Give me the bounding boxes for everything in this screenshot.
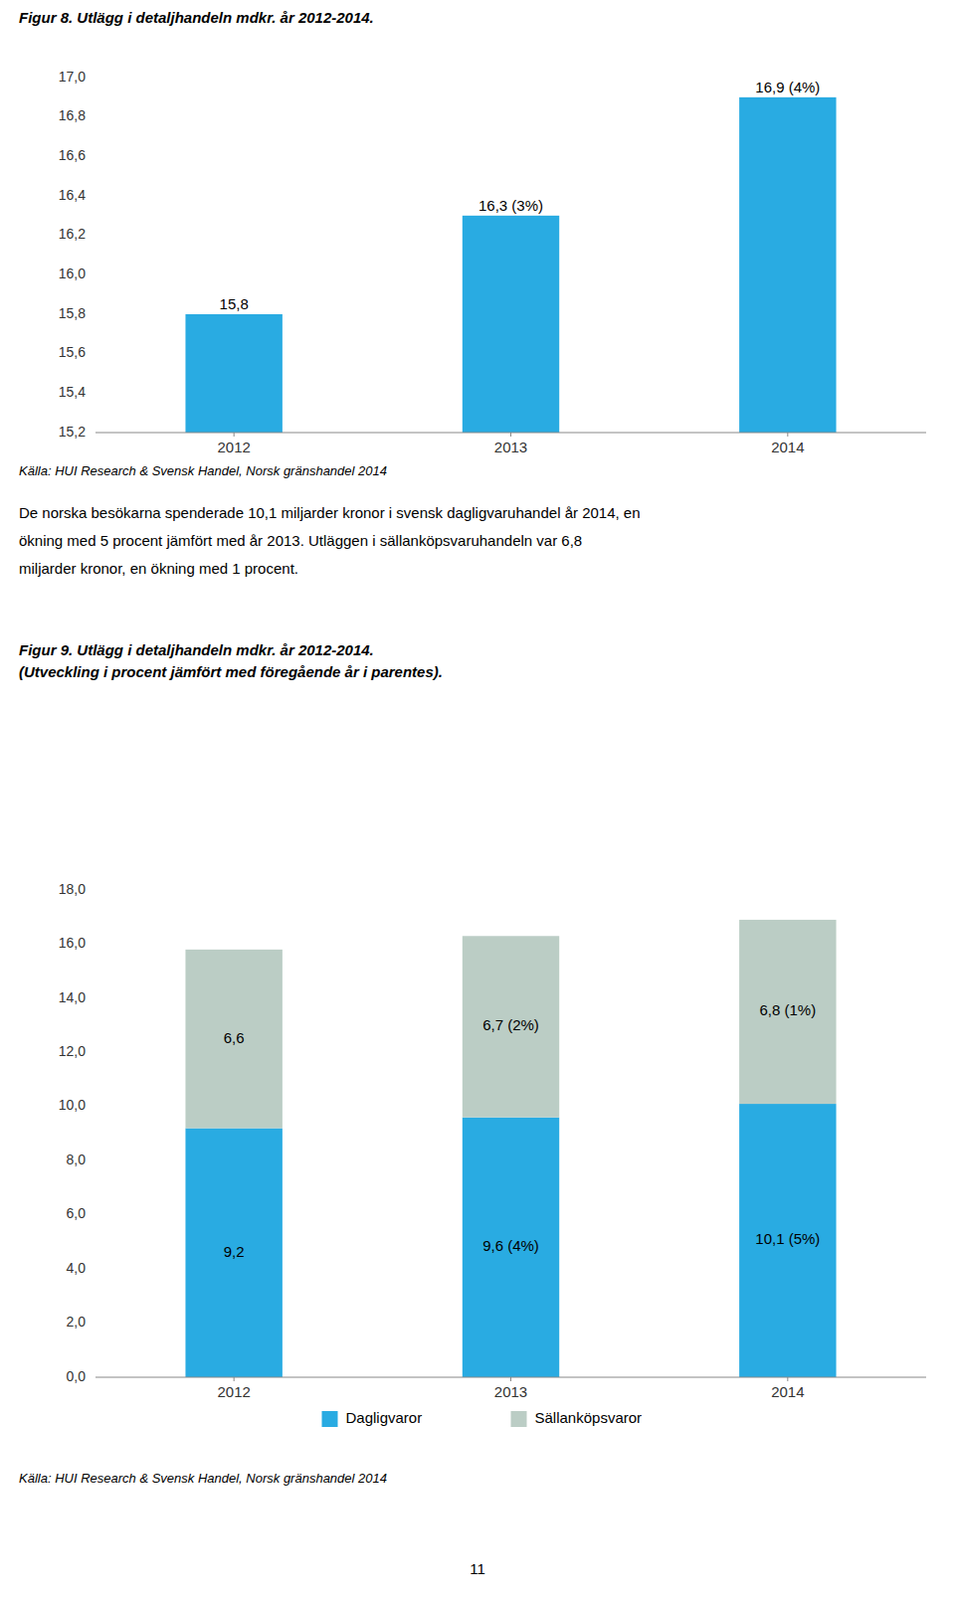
- x-tick-label: 2012: [216, 438, 250, 456]
- x-tick: [233, 432, 235, 437]
- y-tick-label: 16,0: [58, 265, 86, 282]
- annotation: miljarder kronor, en ökning med 1 procen…: [18, 560, 299, 577]
- chart: Figur 8. Utlägg i detaljhandeln mdkr. år…: [18, 8, 927, 577]
- data-label: 6,6: [223, 1029, 245, 1047]
- annotation: De norska besökarna spenderade 10,1 milj…: [18, 504, 641, 522]
- y-tick-label: 6,0: [66, 1205, 87, 1222]
- x-tick: [233, 1377, 235, 1382]
- bars: [185, 97, 836, 433]
- y-tick-label: 15,6: [58, 344, 86, 361]
- y-tick-label: 16,8: [58, 107, 86, 124]
- bar: [739, 97, 836, 433]
- legend-label: Dagligvaror: [346, 1409, 423, 1427]
- annotation: 11: [469, 1560, 486, 1578]
- y-tick-label: 15,4: [58, 383, 86, 400]
- bar: [185, 950, 282, 1130]
- y-tick-label: 10,0: [58, 1097, 86, 1114]
- x-tick: [786, 432, 788, 437]
- data-label: 16,9 (4%): [755, 78, 820, 96]
- y-tick-label: 4,0: [66, 1260, 87, 1277]
- x-tick-label: 2012: [216, 1383, 250, 1401]
- x-tick-label: 2014: [770, 438, 804, 456]
- y-tick-label: 17,0: [58, 68, 86, 85]
- bar: [739, 1104, 836, 1378]
- data-label: 6,8 (1%): [759, 1001, 816, 1019]
- data-label: 16,3 (3%): [478, 196, 544, 214]
- bar: [462, 1118, 560, 1378]
- x-tick-label: 2014: [770, 1383, 804, 1401]
- y-tick-label: 16,4: [58, 187, 86, 203]
- bar: [462, 936, 560, 1118]
- bar: [739, 920, 836, 1105]
- x-tick: [786, 1377, 788, 1382]
- bar: [462, 215, 560, 433]
- y-tick-label: 18,0: [58, 881, 86, 898]
- y-tick-label: 0,0: [66, 1368, 87, 1385]
- bars: [185, 920, 836, 1378]
- annotation: ökning med 5 procent jämfört med år 2013…: [18, 532, 582, 550]
- data-label: 9,6 (4%): [482, 1237, 540, 1255]
- x-tick: [510, 432, 512, 437]
- data-label: 10,1 (5%): [755, 1230, 820, 1248]
- legend: Dagligvaror Sällanköpsvaror: [322, 1409, 643, 1428]
- data-labels: 9,2 9,6 (4%) 10,1 (5%) 6,6 6,7 (2%) 6,8 (1%): [223, 1001, 821, 1260]
- legend-swatch: [322, 1411, 339, 1428]
- annotation: Källa: HUI Research & Svensk Handel, Nor…: [18, 1471, 387, 1487]
- y-tick-label: 16,0: [58, 935, 86, 952]
- title: Figur 9. Utlägg i detaljhandeln mdkr. år…: [18, 641, 375, 659]
- y-tick-label: 15,8: [58, 305, 86, 322]
- data-label: 15,8: [219, 295, 249, 313]
- y-tick-label: 16,6: [58, 147, 86, 164]
- page: Figur 8. Utlägg i detaljhandeln mdkr. år…: [0, 0, 955, 1600]
- subtitle: (Utveckling i procent jämfört med föregå…: [18, 663, 443, 681]
- y-tick-label: 12,0: [58, 1043, 86, 1060]
- bar: [185, 314, 282, 433]
- x-tick-label: 2013: [494, 1383, 528, 1401]
- legend-swatch: [511, 1411, 528, 1428]
- y-tick-label: 8,0: [66, 1151, 87, 1168]
- data-labels: 15,8 16,3 (3%) 16,9 (4%): [219, 78, 821, 313]
- y-tick-label: 14,0: [58, 989, 86, 1006]
- y-tick-label: 16,2: [58, 225, 86, 242]
- title: Figur 8. Utlägg i detaljhandeln mdkr. år…: [18, 8, 375, 26]
- bar: [185, 1129, 282, 1378]
- chart: Figur 9. Utlägg i detaljhandeln mdkr. år…: [18, 641, 927, 1578]
- x-tick: [510, 1377, 512, 1382]
- y-tick-label: 15,2: [58, 423, 86, 440]
- data-label: 9,2: [223, 1243, 245, 1261]
- background: [0, 0, 955, 1600]
- legend-label: Sällanköpsvaror: [535, 1409, 643, 1427]
- annotation: Källa: HUI Research & Svensk Handel, Nor…: [18, 463, 387, 479]
- y-tick-label: 2,0: [66, 1314, 87, 1331]
- x-tick-label: 2013: [494, 438, 528, 456]
- data-label: 6,7 (2%): [482, 1016, 540, 1034]
